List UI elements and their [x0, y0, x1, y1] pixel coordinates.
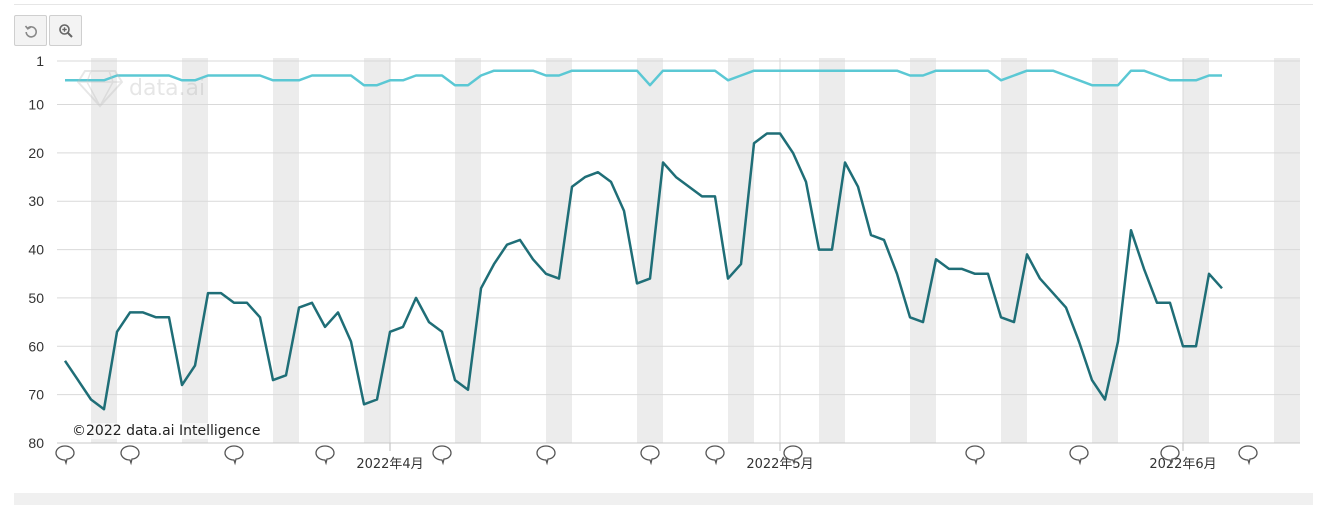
x-tick-label: 2022年6月: [1149, 457, 1216, 472]
annotation-marker-icon[interactable]: [1238, 445, 1258, 466]
diamond-logo-icon: [77, 70, 123, 108]
annotation-marker-icon[interactable]: [705, 445, 725, 466]
weekend-band: [273, 58, 299, 443]
annotation-marker-icon[interactable]: [536, 445, 556, 466]
annotation-bubble: [536, 445, 556, 466]
weekend-band: [1092, 58, 1118, 443]
annotation-marker-icon[interactable]: [965, 445, 985, 466]
y-tick-label: 40: [28, 242, 44, 258]
weekend-band: [1274, 58, 1300, 443]
top-divider: [14, 4, 1313, 5]
y-tick-label: 30: [28, 193, 44, 209]
navigator-bar[interactable]: [14, 493, 1313, 505]
annotation-bubble: [1160, 445, 1180, 466]
weekend-band: [637, 58, 663, 443]
annotation-marker-icon[interactable]: [315, 445, 335, 466]
y-tick-label: 80: [28, 435, 44, 451]
copyright-text: ©2022 data.ai Intelligence: [72, 423, 261, 439]
x-tick-label: 2022年5月: [746, 457, 813, 472]
weekend-band: [364, 58, 390, 443]
annotation-marker-icon[interactable]: [432, 445, 452, 466]
annotation-bubble: [432, 445, 452, 466]
annotation-bubble: [705, 445, 725, 466]
annotation-marker-icon[interactable]: [120, 445, 140, 466]
annotation-bubble: [783, 445, 803, 466]
weekend-band: [91, 58, 117, 443]
annotation-bubble: [1238, 445, 1258, 466]
annotation-bubble: [120, 445, 140, 466]
undo-icon: [24, 24, 37, 38]
annotation-marker-icon[interactable]: [224, 445, 244, 466]
y-tick-label: 50: [28, 290, 44, 306]
x-tick-label: 2022年4月: [356, 457, 423, 472]
weekend-band: [1183, 58, 1209, 443]
chart-toolbar: [14, 15, 84, 46]
annotation-bubble: [965, 445, 985, 466]
y-tick-label: 20: [28, 145, 44, 161]
annotation-marker-icon[interactable]: [783, 445, 803, 466]
zoom-in-icon: [58, 23, 73, 38]
watermark-logo: data.ai: [77, 68, 205, 108]
annotation-marker-icon[interactable]: [640, 445, 660, 466]
y-tick-label: 70: [28, 387, 44, 403]
annotation-marker-icon[interactable]: [1160, 445, 1180, 466]
series-line-1: [63, 132, 1223, 411]
annotation-bubble: [640, 445, 660, 466]
weekend-band: [728, 58, 754, 443]
reset-zoom-button[interactable]: [14, 15, 47, 46]
y-tick-label: 1: [36, 53, 44, 69]
annotation-bubble: [315, 445, 335, 466]
weekend-band: [182, 58, 208, 443]
zoom-in-button[interactable]: [49, 15, 82, 46]
series-line-2: [65, 69, 1222, 87]
weekend-band: [910, 58, 936, 443]
weekend-band: [546, 58, 572, 443]
y-tick-label: 60: [28, 338, 44, 354]
y-tick-label: 10: [28, 97, 44, 113]
weekend-band: [1001, 58, 1027, 443]
annotation-marker-icon[interactable]: [55, 445, 75, 466]
weekend-band: [455, 58, 481, 443]
annotation-bubble: [224, 445, 244, 466]
annotation-bubble: [1069, 445, 1089, 466]
watermark-brand: data.ai: [129, 75, 206, 101]
annotation-marker-icon[interactable]: [1069, 445, 1089, 466]
annotation-bubble: [55, 445, 75, 466]
